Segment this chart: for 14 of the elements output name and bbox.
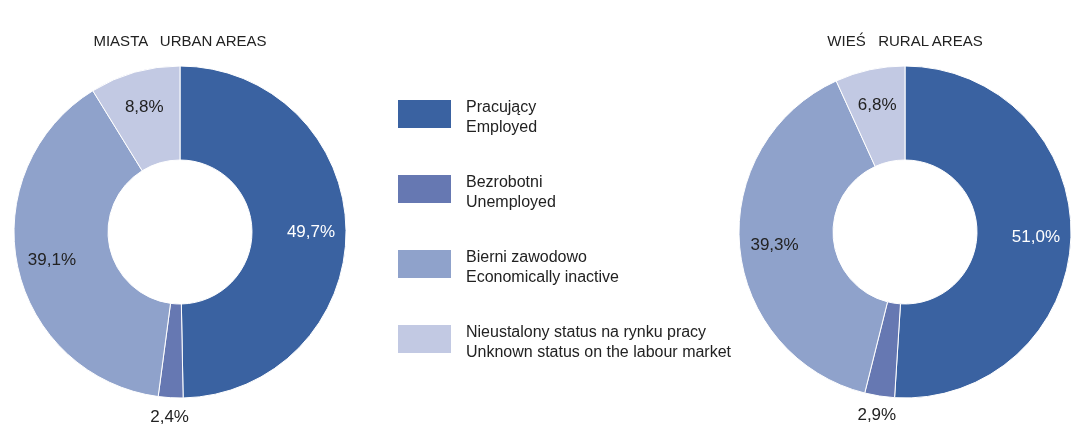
data-label: 2,4% xyxy=(150,406,189,426)
legend-label: Bierni zawodowo Economically inactive xyxy=(466,248,620,285)
data-label: 51,0% xyxy=(1011,227,1061,247)
data-label: 8,8% xyxy=(124,96,164,116)
chart-title: WIEŚ RURAL AREAS xyxy=(827,32,983,49)
data-label: 39,3% xyxy=(750,234,799,254)
chart-title: MIASTA URBAN AREAS xyxy=(93,32,267,49)
legend-label: Bezrobotni Unemployed xyxy=(466,173,556,210)
data-label: 39,1% xyxy=(27,250,76,270)
legend-label: Nieustalony status na rynku pracy Unknown status on the labour market xyxy=(466,323,732,360)
data-label: 6,8% xyxy=(857,94,897,114)
data-label: 49,7% xyxy=(286,221,336,241)
data-label: 2,9% xyxy=(857,404,897,424)
legend-label: Pracujący Employed xyxy=(466,98,538,135)
